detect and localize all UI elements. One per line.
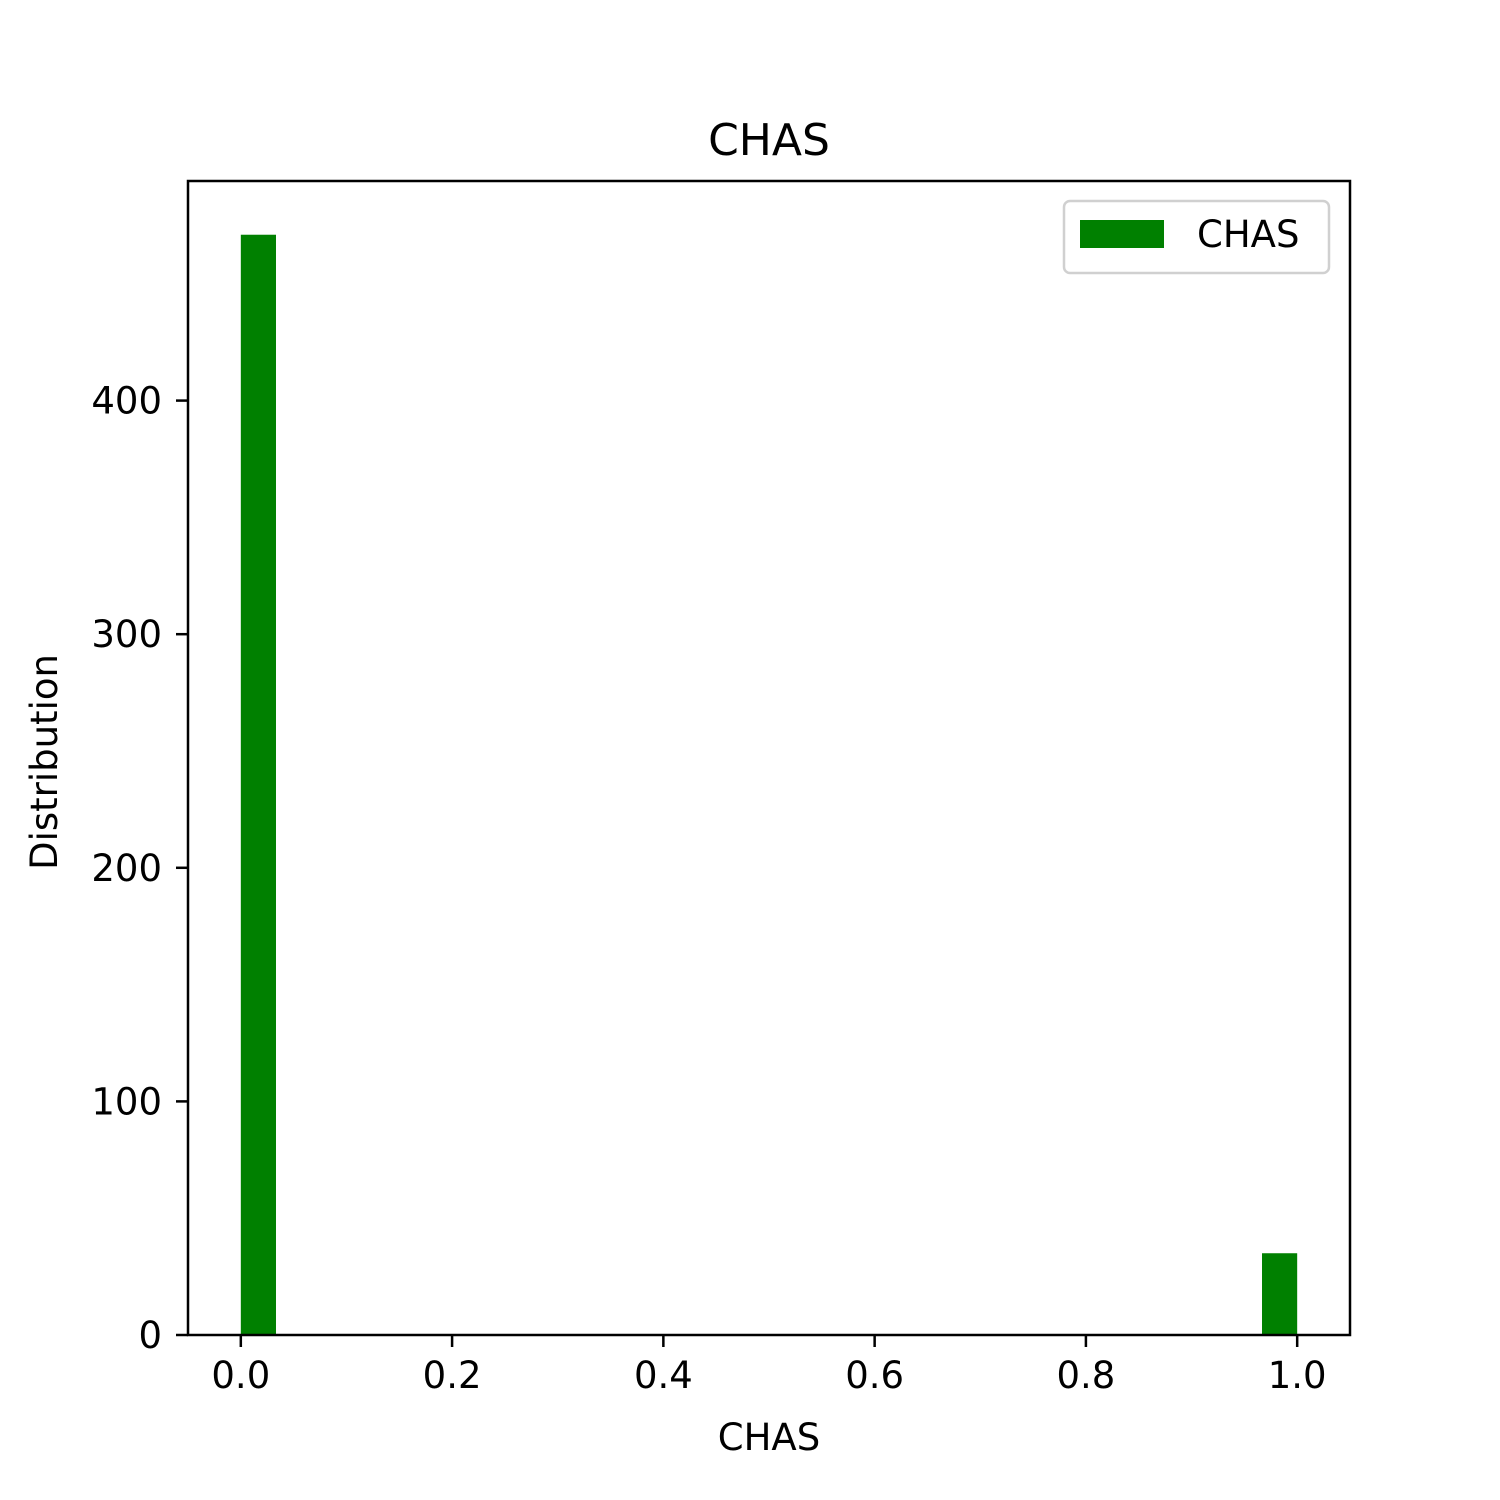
y-axis: 0 100 200 300 400 [91,380,188,1357]
legend-entry-label: CHAS [1197,213,1299,256]
x-tick-label: 0.2 [423,1354,482,1397]
y-tick-label: 0 [138,1314,162,1357]
x-tick-label: 0.4 [634,1354,693,1397]
x-axis: 0.0 0.2 0.4 0.6 0.8 1.0 [211,1335,1327,1397]
plot-frame [186,179,1352,1337]
x-axis-label: CHAS [718,1416,820,1459]
legend-box [1062,199,1331,275]
legend: CHAS [1062,199,1331,275]
chart-title: CHAS [708,115,830,166]
x-tick-label: 0.8 [1056,1354,1115,1397]
x-tick-label: 0.6 [845,1354,904,1397]
y-tick-label: 300 [91,613,162,656]
y-axis-label: Distribution [23,654,66,870]
x-tick-label: 1.0 [1268,1354,1327,1397]
bars-layer [240,234,1298,1335]
y-tick-label: 400 [91,380,162,423]
histogram-bar [240,234,276,1335]
legend-swatch [1080,220,1164,248]
histogram-bar [1262,1253,1298,1335]
y-tick-label: 200 [91,847,162,890]
y-tick-label: 100 [91,1080,162,1123]
x-tick-label: 0.0 [211,1354,270,1397]
